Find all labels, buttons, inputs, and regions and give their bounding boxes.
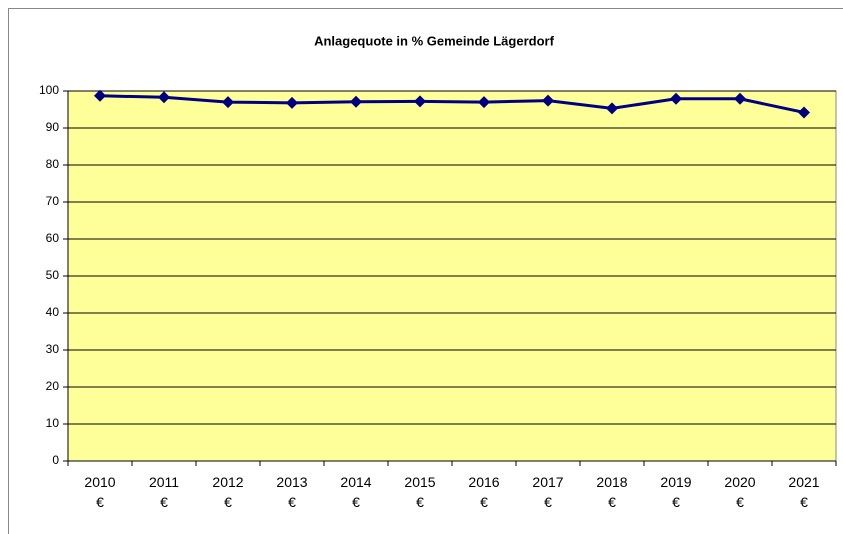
- y-tick-label: 40: [46, 305, 60, 319]
- data-point: [798, 106, 810, 119]
- x-tick-label: 2018 €: [596, 474, 628, 510]
- data-point: [350, 95, 362, 108]
- x-tick-label: 2016 €: [468, 474, 500, 510]
- y-tick-label: 70: [46, 194, 60, 208]
- data-point: [478, 96, 490, 109]
- chart-border: [8, 8, 843, 534]
- x-tick-label: 2012 €: [212, 474, 244, 510]
- x-tick-label: 2015 €: [404, 474, 436, 510]
- y-tick-label: 20: [46, 379, 60, 393]
- x-tick-label: 2021 €: [788, 474, 820, 510]
- data-point: [222, 96, 234, 109]
- data-point: [542, 94, 554, 107]
- line-series: [99, 94, 805, 114]
- y-tick-label: 0: [52, 453, 59, 467]
- y-tick-label: 10: [46, 416, 60, 430]
- x-tick-label: 2020 €: [724, 474, 756, 510]
- x-tick-label: 2014 €: [340, 474, 372, 510]
- y-tick-label: 90: [46, 120, 60, 134]
- y-tick-label: 30: [46, 342, 60, 356]
- x-tick-label: 2010 €: [84, 474, 116, 510]
- data-point: [286, 96, 298, 109]
- data-point: [414, 95, 426, 108]
- y-tick-label: 80: [46, 157, 60, 171]
- y-tick-label: 50: [46, 268, 60, 282]
- data-point: [94, 89, 106, 102]
- x-tick-label: 2017 €: [532, 474, 564, 510]
- y-tick-label: 100: [39, 83, 59, 97]
- x-tick-label: 2019 €: [660, 474, 692, 510]
- x-tick-label: 2013 €: [276, 474, 308, 510]
- data-point: [734, 92, 746, 105]
- data-point: [606, 102, 618, 115]
- data-point: [158, 91, 170, 104]
- x-tick-label: 2011 €: [148, 474, 180, 510]
- y-tick-label: 60: [46, 231, 60, 245]
- data-point: [670, 92, 682, 105]
- chart-title: Anlagequote in % Gemeinde Lägerdorf: [314, 33, 554, 48]
